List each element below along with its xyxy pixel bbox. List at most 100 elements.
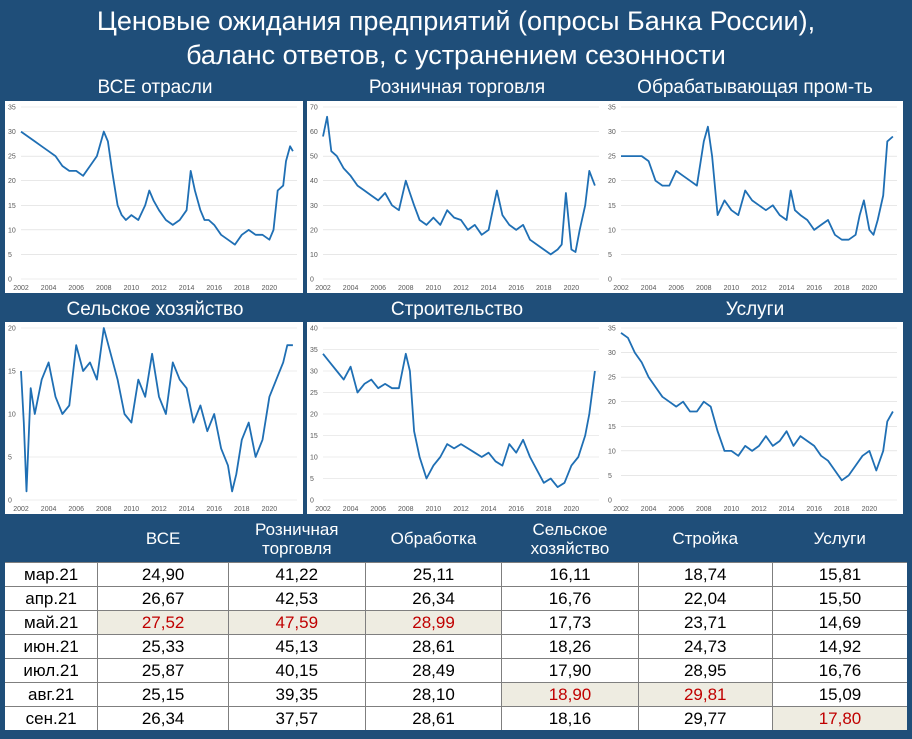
chart-title: Розничная торговля — [368, 77, 546, 98]
y-tick-label: 20 — [608, 399, 616, 406]
table-cell: 16,11 — [501, 562, 638, 587]
title-line-1: Ценовые ожидания предприятий (опросы Бан… — [96, 6, 816, 36]
y-tick-label: 20 — [8, 178, 16, 185]
y-tick-label: 5 — [310, 476, 314, 483]
y-tick-label: 25 — [608, 154, 616, 161]
y-tick-label: 0 — [608, 498, 612, 505]
x-tick-label: 2014 — [779, 506, 795, 513]
table-cell: 14,69 — [771, 610, 907, 635]
chart-title: Сельское хозяйство — [66, 299, 244, 320]
y-tick-label: 15 — [8, 369, 16, 376]
row-label: май.21 — [5, 610, 98, 635]
x-tick-label: 2016 — [806, 285, 822, 292]
table-cell: 28,61 — [364, 634, 502, 659]
table-row: мар.21 24,90 41,22 25,11 16,11 18,74 15,81 — [5, 562, 907, 587]
table-body: мар.21 24,90 41,22 25,11 16,11 18,74 15,81 апр.… — [5, 562, 907, 730]
x-tick-label: 2016 — [806, 506, 822, 513]
x-tick-label: 2006 — [668, 285, 684, 292]
table-cell: 45,13 — [227, 634, 366, 659]
table-cell: 24,90 — [97, 562, 229, 587]
line-chart: 0 5 10 15 20 25 30 35 2002 2004 2006 2008 2010 2012 20… — [8, 105, 297, 292]
x-tick-label: 2012 — [151, 285, 167, 292]
x-tick-label: 2002 — [613, 506, 629, 513]
x-tick-label: 2016 — [206, 285, 222, 292]
y-tick-label: 10 — [310, 455, 318, 462]
table-row: май.21 27,52 47,59 28,99 17,73 23,71 14,69 — [5, 610, 907, 635]
y-tick-label: 10 — [8, 412, 16, 419]
table-cell: 17,90 — [501, 658, 638, 683]
table-cell: 26,34 — [97, 706, 229, 730]
x-tick-label: 2020 — [262, 506, 278, 513]
y-tick-label: 30 — [8, 129, 16, 136]
table-cell: 39,35 — [227, 682, 366, 707]
x-tick-label: 2016 — [206, 506, 222, 513]
y-tick-label: 10 — [310, 252, 318, 259]
table-cell: 28,61 — [364, 706, 502, 730]
y-tick-label: 30 — [608, 350, 616, 357]
x-tick-label: 2010 — [724, 506, 740, 513]
table-header-row: ВСЕ Розничная торговля Обработка Сельское х… — [5, 515, 907, 563]
chart-panel: 0 5 10 15 20 25 30 35 2002 2004 2006 2008 2010 2012 20… — [5, 101, 303, 293]
table-cell: 16,76 — [501, 586, 638, 611]
y-tick-label: 50 — [310, 154, 318, 161]
row-label: июн.21 — [5, 634, 98, 659]
y-tick-label: 35 — [8, 105, 16, 112]
table-cell: 16,76 — [771, 658, 907, 683]
column-header: Услуги — [772, 515, 907, 563]
x-tick-label: 2006 — [370, 285, 386, 292]
x-tick-label: 2020 — [564, 506, 580, 513]
y-tick-label: 0 — [310, 498, 314, 505]
data-table: ВСЕ Розничная торговля Обработка Сельское х… — [5, 515, 907, 730]
x-tick-label: 2002 — [13, 285, 29, 292]
x-tick-label: 2004 — [343, 285, 359, 292]
table-cell: 18,26 — [501, 634, 638, 659]
chart-title: Строительство — [390, 299, 524, 320]
y-tick-label: 0 — [310, 277, 314, 284]
table-cell: 25,33 — [97, 634, 229, 659]
x-tick-label: 2004 — [343, 506, 359, 513]
y-tick-label: 30 — [310, 369, 318, 376]
table-cell: 22,04 — [637, 586, 773, 611]
table-cell: 17,73 — [501, 610, 638, 635]
x-tick-label: 2004 — [41, 285, 57, 292]
chart-panel: 0 5 10 15 20 2002 2004 2006 2008 2010 2012 2014 2016… — [5, 322, 303, 514]
x-tick-label: 2012 — [751, 285, 767, 292]
y-tick-label: 15 — [608, 424, 616, 431]
y-tick-label: 15 — [310, 433, 318, 440]
series-line — [620, 332, 894, 482]
x-tick-label: 2006 — [68, 285, 84, 292]
chart-title: Обрабатывающая пром-ть — [637, 77, 873, 98]
table-cell: 37,57 — [227, 706, 366, 730]
y-tick-label: 0 — [8, 498, 12, 505]
x-tick-label: 2018 — [834, 285, 850, 292]
x-tick-label: 2004 — [641, 285, 657, 292]
column-header — [5, 515, 98, 563]
y-tick-label: 5 — [8, 252, 12, 259]
x-tick-label: 2006 — [370, 506, 386, 513]
line-chart: 0 5 10 15 20 25 30 35 2002 2004 2006 2008 2010 2012 20… — [608, 326, 897, 513]
column-header: Сельское хозяйство — [501, 515, 638, 563]
table-cell: 25,11 — [364, 562, 502, 587]
x-tick-label: 2014 — [481, 506, 497, 513]
x-tick-label: 2004 — [41, 506, 57, 513]
table-cell: 29,81 — [637, 682, 773, 707]
y-tick-label: 25 — [608, 375, 616, 382]
x-tick-label: 2010 — [426, 285, 442, 292]
x-tick-label: 2008 — [96, 285, 112, 292]
x-tick-label: 2018 — [234, 506, 250, 513]
x-tick-label: 2010 — [124, 285, 140, 292]
x-tick-label: 2020 — [862, 506, 878, 513]
x-tick-label: 2002 — [315, 285, 331, 292]
x-tick-label: 2014 — [179, 506, 195, 513]
x-tick-label: 2016 — [508, 506, 524, 513]
column-header: ВСЕ — [97, 515, 229, 563]
y-tick-label: 30 — [608, 129, 616, 136]
table-cell: 28,95 — [637, 658, 773, 683]
table-cell: 40,15 — [227, 658, 366, 683]
table-cell: 41,22 — [227, 562, 366, 587]
table-row: июн.21 25,33 45,13 28,61 18,26 24,73 14,92 — [5, 634, 907, 659]
y-tick-label: 30 — [310, 203, 318, 210]
table-row: июл.21 25,87 40,15 28,49 17,90 28,95 16,76 — [5, 658, 907, 683]
x-tick-label: 2008 — [696, 506, 712, 513]
table-cell: 15,81 — [771, 562, 907, 587]
